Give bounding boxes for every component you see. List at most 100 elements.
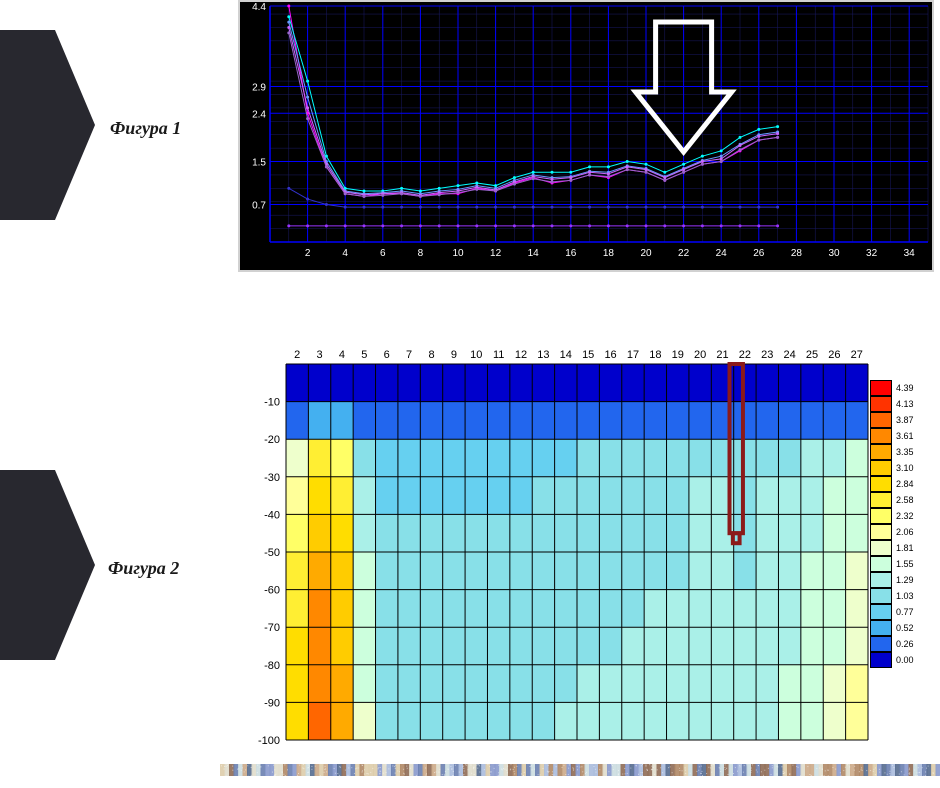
legend-row: 0.00 bbox=[870, 652, 914, 668]
legend-value: 1.03 bbox=[896, 591, 914, 601]
legend-row: 1.03 bbox=[870, 588, 914, 604]
legend-swatch bbox=[870, 524, 892, 540]
legend-row: 2.84 bbox=[870, 476, 914, 492]
legend-swatch bbox=[870, 444, 892, 460]
legend-swatch bbox=[870, 620, 892, 636]
svg-text:16: 16 bbox=[604, 349, 616, 361]
svg-text:-30: -30 bbox=[264, 472, 280, 484]
svg-text:30: 30 bbox=[828, 248, 840, 259]
svg-text:18: 18 bbox=[649, 349, 661, 361]
svg-text:-50: -50 bbox=[264, 547, 280, 559]
svg-text:34: 34 bbox=[904, 248, 916, 259]
svg-text:2.4: 2.4 bbox=[252, 109, 266, 120]
svg-text:8: 8 bbox=[428, 349, 434, 361]
svg-text:24: 24 bbox=[716, 248, 728, 259]
legend-value: 2.06 bbox=[896, 527, 914, 537]
svg-text:-10: -10 bbox=[264, 397, 280, 409]
svg-text:28: 28 bbox=[791, 248, 803, 259]
legend-row: 4.13 bbox=[870, 396, 914, 412]
figure2-label: Фигура 2 bbox=[108, 558, 179, 579]
legend-swatch bbox=[870, 428, 892, 444]
svg-text:19: 19 bbox=[672, 349, 684, 361]
svg-text:-80: -80 bbox=[264, 660, 280, 672]
svg-text:11: 11 bbox=[493, 349, 504, 361]
legend-swatch bbox=[870, 508, 892, 524]
legend-swatch bbox=[870, 492, 892, 508]
line-chart: 2468101214161820222426283032340.71.52.42… bbox=[238, 0, 934, 272]
legend-row: 3.35 bbox=[870, 444, 914, 460]
svg-text:2: 2 bbox=[294, 349, 300, 361]
legend-value: 0.26 bbox=[896, 639, 914, 649]
svg-text:4: 4 bbox=[342, 248, 348, 259]
pointer-shape-2 bbox=[0, 470, 95, 660]
legend-value: 1.81 bbox=[896, 543, 914, 553]
legend-row: 3.61 bbox=[870, 428, 914, 444]
legend-row: 0.26 bbox=[870, 636, 914, 652]
heatmap: 2345678910111213141516171819202122232425… bbox=[238, 340, 938, 750]
svg-text:4: 4 bbox=[339, 349, 345, 361]
svg-text:-40: -40 bbox=[264, 509, 280, 521]
legend-value: 3.35 bbox=[896, 447, 914, 457]
legend-row: 1.81 bbox=[870, 540, 914, 556]
legend-swatch bbox=[870, 556, 892, 572]
svg-text:4.4: 4.4 bbox=[252, 2, 266, 13]
legend-swatch bbox=[870, 588, 892, 604]
legend-value: 0.52 bbox=[896, 623, 914, 633]
legend-swatch bbox=[870, 412, 892, 428]
figure1-label: Фигура 1 bbox=[110, 118, 181, 139]
svg-text:2: 2 bbox=[305, 248, 311, 259]
svg-text:-100: -100 bbox=[258, 735, 280, 747]
legend-value: 3.10 bbox=[896, 463, 914, 473]
legend-value: 1.55 bbox=[896, 559, 914, 569]
svg-text:-90: -90 bbox=[264, 697, 280, 709]
legend-swatch bbox=[870, 636, 892, 652]
legend-row: 0.77 bbox=[870, 604, 914, 620]
svg-text:24: 24 bbox=[784, 349, 796, 361]
svg-text:2.9: 2.9 bbox=[252, 82, 266, 93]
legend-value: 0.77 bbox=[896, 607, 914, 617]
svg-text:10: 10 bbox=[452, 248, 464, 259]
legend-swatch bbox=[870, 460, 892, 476]
legend-value: 2.58 bbox=[896, 495, 914, 505]
svg-text:23: 23 bbox=[761, 349, 773, 361]
legend-swatch bbox=[870, 604, 892, 620]
svg-text:20: 20 bbox=[694, 349, 706, 361]
svg-text:21: 21 bbox=[716, 349, 728, 361]
svg-text:14: 14 bbox=[528, 248, 540, 259]
svg-text:-70: -70 bbox=[264, 622, 280, 634]
gradient-bar bbox=[220, 764, 940, 776]
svg-text:27: 27 bbox=[851, 349, 863, 361]
legend-row: 2.06 bbox=[870, 524, 914, 540]
svg-text:26: 26 bbox=[828, 349, 840, 361]
legend-row: 2.58 bbox=[870, 492, 914, 508]
svg-text:0.7: 0.7 bbox=[252, 200, 266, 211]
legend-value: 3.87 bbox=[896, 415, 914, 425]
svg-text:16: 16 bbox=[565, 248, 577, 259]
svg-text:10: 10 bbox=[470, 349, 482, 361]
legend-value: 4.39 bbox=[896, 383, 914, 393]
legend-row: 3.10 bbox=[870, 460, 914, 476]
svg-text:22: 22 bbox=[739, 349, 751, 361]
legend-row: 1.55 bbox=[870, 556, 914, 572]
legend-swatch bbox=[870, 476, 892, 492]
legend-swatch bbox=[870, 572, 892, 588]
svg-text:8: 8 bbox=[418, 248, 424, 259]
legend-value: 3.61 bbox=[896, 431, 914, 441]
line-chart-svg: 2468101214161820222426283032340.71.52.42… bbox=[240, 2, 932, 270]
legend-swatch bbox=[870, 396, 892, 412]
svg-text:6: 6 bbox=[384, 349, 390, 361]
svg-text:14: 14 bbox=[560, 349, 572, 361]
svg-text:3: 3 bbox=[317, 349, 323, 361]
svg-text:6: 6 bbox=[380, 248, 386, 259]
svg-text:-60: -60 bbox=[264, 585, 280, 597]
legend-row: 3.87 bbox=[870, 412, 914, 428]
svg-text:9: 9 bbox=[451, 349, 457, 361]
svg-text:7: 7 bbox=[406, 349, 412, 361]
legend-row: 0.52 bbox=[870, 620, 914, 636]
legend-row: 2.32 bbox=[870, 508, 914, 524]
svg-text:13: 13 bbox=[537, 349, 549, 361]
svg-text:22: 22 bbox=[678, 248, 690, 259]
svg-text:25: 25 bbox=[806, 349, 818, 361]
svg-text:12: 12 bbox=[490, 248, 502, 259]
legend-value: 2.84 bbox=[896, 479, 914, 489]
